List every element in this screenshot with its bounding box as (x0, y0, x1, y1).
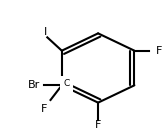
Text: Br: Br (28, 80, 41, 90)
Text: C: C (63, 79, 70, 89)
Text: I: I (44, 27, 47, 37)
Text: F: F (155, 46, 162, 56)
Text: F: F (41, 104, 47, 114)
Text: F: F (95, 120, 101, 130)
